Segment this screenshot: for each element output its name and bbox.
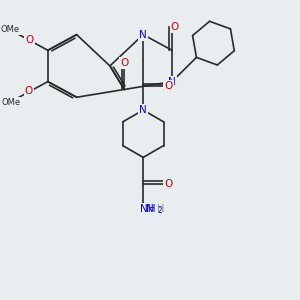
Text: 2: 2 [157, 206, 162, 215]
Text: N: N [146, 204, 154, 214]
Text: N: N [139, 30, 147, 40]
Text: OMe: OMe [2, 98, 21, 106]
Text: N: N [168, 76, 176, 87]
Text: O: O [164, 179, 172, 189]
Text: O: O [25, 86, 33, 97]
Text: OMe: OMe [1, 25, 20, 34]
Text: O: O [120, 58, 128, 68]
Text: N: N [139, 105, 147, 115]
Text: O: O [26, 35, 34, 45]
Text: H: H [157, 204, 164, 214]
Text: O: O [164, 81, 172, 92]
Text: NH: NH [140, 204, 155, 214]
Text: O: O [171, 22, 179, 32]
